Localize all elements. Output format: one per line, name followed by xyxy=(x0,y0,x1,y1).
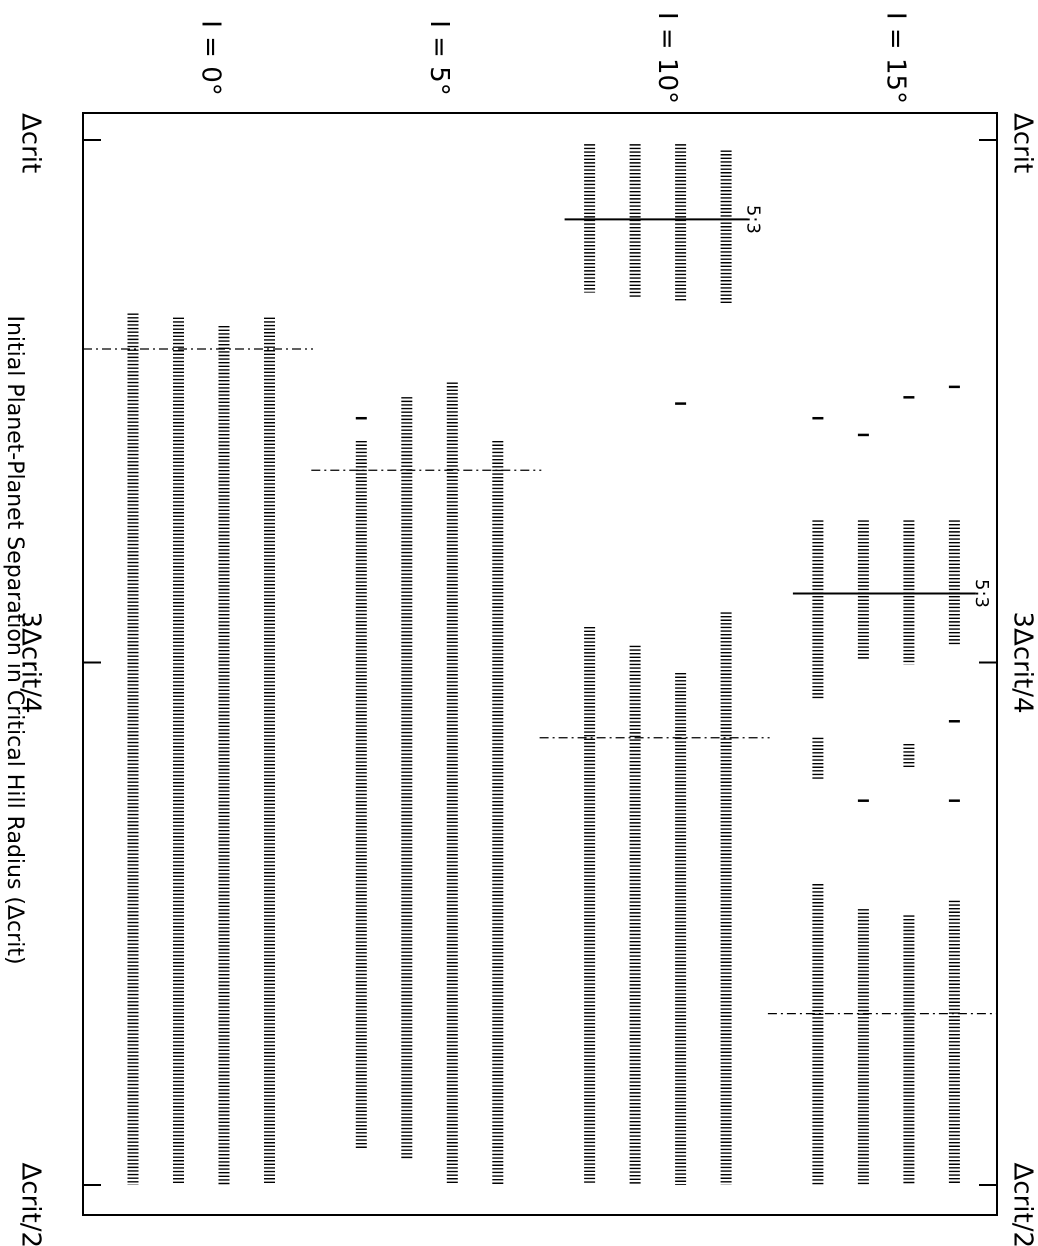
resonance-label: 5:3 xyxy=(971,579,992,608)
x-tick-label: Δcrit xyxy=(1008,113,1038,173)
group-label: I = 10° xyxy=(652,12,682,104)
x-tick-label: Δcrit/2 xyxy=(16,1163,46,1246)
x-tick-label: 3Δcrit/4 xyxy=(16,611,46,713)
x-tick-label: 3Δcrit/4 xyxy=(1008,611,1038,713)
resonance-label: 5:3 xyxy=(743,205,764,234)
group-label: I = 0° xyxy=(196,20,226,96)
plot-frame xyxy=(82,112,998,1216)
x-axis-label: Initial Planet-Planet Separation in Crit… xyxy=(2,315,27,964)
x-tick-label: Δcrit/2 xyxy=(1008,1163,1038,1246)
group-label: I = 15° xyxy=(880,12,910,104)
x-tick-label: Δcrit xyxy=(16,113,46,173)
group-label: I = 5° xyxy=(424,20,454,96)
